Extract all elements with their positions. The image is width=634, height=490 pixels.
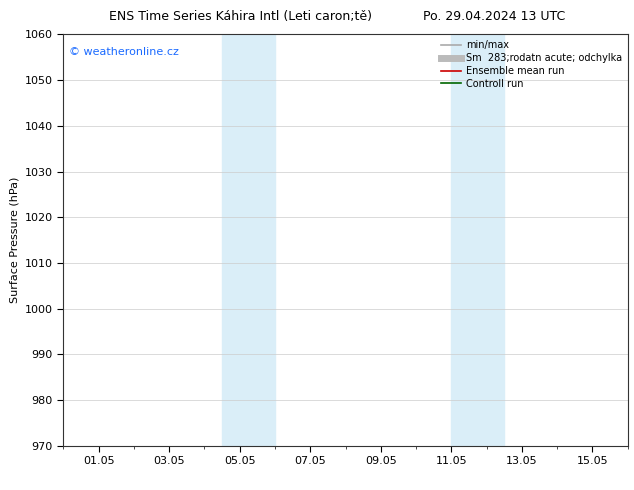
Text: ENS Time Series Káhira Intl (Leti caron;tě): ENS Time Series Káhira Intl (Leti caron;… bbox=[110, 10, 372, 23]
Y-axis label: Surface Pressure (hPa): Surface Pressure (hPa) bbox=[10, 177, 19, 303]
Bar bbox=[222, 34, 275, 446]
Legend: min/max, Sm  283;rodatn acute; odchylka, Ensemble mean run, Controll run: min/max, Sm 283;rodatn acute; odchylka, … bbox=[437, 36, 626, 93]
Text: Po. 29.04.2024 13 UTC: Po. 29.04.2024 13 UTC bbox=[424, 10, 566, 23]
Text: © weatheronline.cz: © weatheronline.cz bbox=[69, 47, 179, 57]
Bar bbox=[451, 34, 504, 446]
